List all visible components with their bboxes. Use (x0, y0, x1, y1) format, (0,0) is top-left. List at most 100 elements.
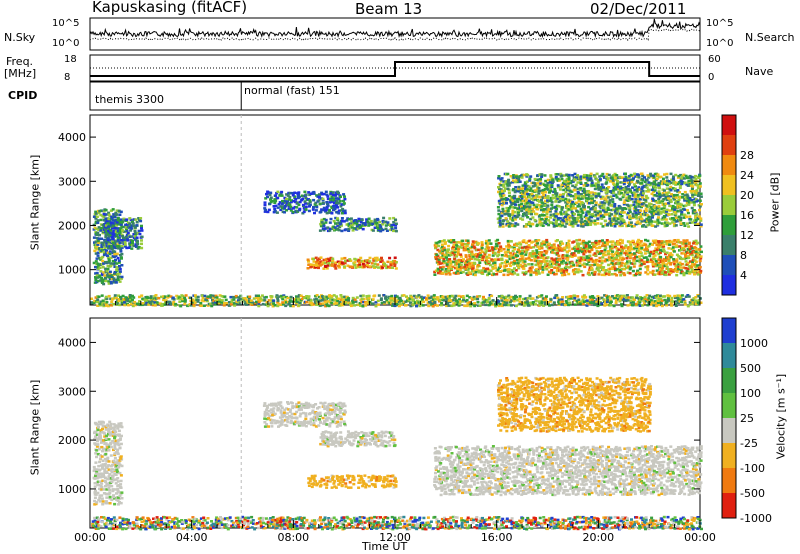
power-pixel (683, 245, 687, 249)
power-pixel (586, 190, 590, 193)
power-pixel (447, 304, 451, 307)
power-pixel (347, 218, 351, 221)
power-pixel (524, 192, 528, 195)
power-pixel (543, 260, 547, 264)
power-pixel (533, 259, 537, 263)
power-pixel (506, 239, 510, 243)
power-pixel (673, 208, 677, 211)
power-pixel (562, 219, 566, 223)
power-pixel (301, 197, 305, 201)
power-pixel (366, 220, 370, 223)
power-pixel (493, 247, 497, 251)
power-pixel (110, 235, 114, 239)
power-pixel (576, 177, 580, 181)
power-pixel (511, 196, 515, 199)
power-pixel (398, 296, 402, 300)
power-pixel (553, 259, 557, 262)
power-pixel (315, 294, 319, 297)
power-pixel (544, 200, 547, 203)
power-pixel (120, 241, 124, 244)
power-pixel (382, 294, 386, 297)
power-pixel (648, 202, 651, 205)
power-pixel (611, 223, 615, 226)
power-pixel (651, 263, 655, 266)
power-pixel (153, 298, 157, 302)
power-pixel (96, 254, 100, 257)
power-pixel (586, 242, 590, 245)
power-pixel (596, 210, 600, 213)
power-pixel (110, 240, 114, 243)
power-pixel (267, 208, 271, 212)
power-pixel (303, 296, 306, 300)
power-pixel (637, 209, 641, 212)
power-pixel (541, 224, 545, 227)
power-pixel (629, 243, 633, 247)
power-pixel (200, 299, 204, 302)
power-pixel (380, 256, 383, 260)
power-pixel (435, 243, 439, 247)
power-pixel (600, 217, 604, 220)
power-pixel (566, 204, 570, 208)
power-pixel (587, 212, 591, 216)
power-pixel (555, 173, 559, 176)
power-pixel (240, 297, 244, 300)
power-pixel (286, 203, 290, 207)
power-pixel (535, 212, 539, 216)
power-pixel (324, 304, 328, 308)
power-pixel (119, 218, 123, 221)
power-pixel (109, 280, 113, 284)
power-pixel (536, 203, 540, 207)
power-pixel (274, 204, 278, 208)
power-pixel (375, 222, 379, 225)
power-pixel (643, 176, 646, 179)
power-pixel (657, 261, 661, 265)
power-pixel (496, 217, 500, 221)
power-pixel (465, 264, 469, 267)
power-pixel (535, 187, 539, 191)
power-pixel (320, 193, 324, 196)
power-pixel (120, 297, 124, 301)
power-pixel (600, 244, 604, 248)
power-pixel (394, 261, 398, 264)
power-pixel (96, 266, 100, 269)
power-pixel (633, 195, 637, 199)
power-pixel (565, 183, 568, 186)
power-pixel (232, 295, 235, 299)
power-pixel (505, 301, 509, 304)
power-pixel (322, 217, 326, 221)
power-pixel (589, 219, 593, 223)
power-pixel (528, 203, 532, 206)
power-pixel (619, 242, 623, 245)
power-pixel (473, 273, 477, 277)
power-pixel (259, 297, 263, 300)
power-pixel (535, 190, 539, 193)
power-pixel (140, 303, 144, 307)
power-pixel (447, 271, 451, 274)
power-pixel (662, 206, 666, 210)
power-pixel (522, 304, 526, 307)
power-pixel (611, 245, 615, 249)
power-pixel (582, 205, 586, 208)
power-pixel (601, 267, 605, 270)
power-pixel (120, 256, 123, 259)
power-pixel (524, 303, 528, 306)
power-pixel (600, 174, 604, 178)
power-pixel (667, 191, 671, 194)
power-pixel (635, 217, 639, 220)
power-pixel (615, 222, 619, 226)
power-pixel (577, 200, 581, 203)
power-pixel (345, 219, 349, 222)
power-pixel (631, 262, 635, 265)
power-pixel (588, 191, 592, 194)
power-pixel (539, 208, 543, 212)
power-pixel (327, 211, 331, 214)
power-pixel (567, 244, 571, 247)
power-pixel (604, 258, 608, 261)
power-pixel (671, 246, 675, 249)
power-pixel (598, 175, 602, 178)
power-pixel (560, 185, 564, 188)
power-pixel (685, 215, 688, 218)
power-pixel (289, 209, 293, 212)
power-pixel (120, 244, 124, 248)
power-pixel (667, 259, 671, 262)
